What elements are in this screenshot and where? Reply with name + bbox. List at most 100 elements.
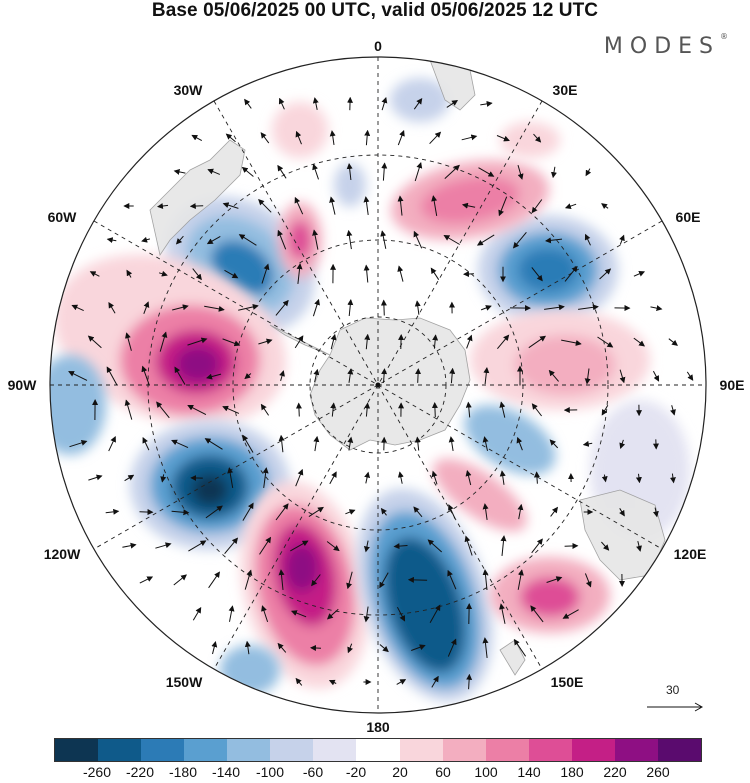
wind-arrow xyxy=(206,373,222,380)
wind-arrow xyxy=(295,677,303,686)
blob-right-mid-low xyxy=(464,405,556,475)
wind-arrow xyxy=(546,576,563,583)
wind-arrow xyxy=(242,434,254,453)
wind-arrow xyxy=(87,335,102,349)
wind-arrow xyxy=(533,471,540,484)
wind-arrow xyxy=(414,436,421,451)
wind-arrow xyxy=(363,606,370,623)
wind-arrow xyxy=(380,230,387,249)
colorbar-segment xyxy=(528,739,572,761)
wind-arrow xyxy=(550,506,559,517)
wind-arrow xyxy=(544,304,565,311)
wind-arrow xyxy=(241,166,254,177)
wind-arrow xyxy=(413,506,423,518)
modes-logo: MODES® xyxy=(604,31,728,59)
colorbar-tick: 20 xyxy=(392,764,408,780)
wind-arrow xyxy=(205,505,223,519)
wind-arrow xyxy=(275,503,289,521)
wind-arrow xyxy=(670,405,676,416)
wind-arrow xyxy=(449,367,456,384)
page-title: Base 05/06/2025 00 UTC, valid 05/06/2025… xyxy=(151,0,599,21)
wind-arrow xyxy=(413,97,423,110)
wind-arrow xyxy=(278,97,285,110)
wind-arrow xyxy=(597,336,614,348)
wind-arrow xyxy=(275,299,289,316)
wind-arrow xyxy=(619,369,626,384)
wind-arrow xyxy=(513,638,527,657)
wind-arrow xyxy=(619,439,626,450)
wind-arrow xyxy=(244,372,252,380)
wind-arrow xyxy=(208,571,220,589)
new-zealand xyxy=(499,639,526,676)
wind-arrow xyxy=(224,537,239,555)
wind-arrow xyxy=(466,673,473,690)
wind-arrow xyxy=(478,167,495,177)
wind-arrow xyxy=(122,542,137,549)
wind-arrow xyxy=(396,679,407,685)
wind-arrow xyxy=(393,543,408,550)
colorbar-segment xyxy=(399,739,443,761)
wind-arrow xyxy=(461,134,478,141)
wind-arrow xyxy=(499,401,506,418)
blob-south-indian-streak xyxy=(433,458,527,532)
colorbar-segment xyxy=(485,739,529,761)
wind-arrow xyxy=(562,609,579,619)
wind-arrow xyxy=(222,405,240,414)
wind-arrow xyxy=(669,473,676,484)
wind-arrow xyxy=(498,196,508,217)
wind-arrow xyxy=(381,96,388,111)
wind-arrow xyxy=(175,235,184,245)
wind-arrow xyxy=(261,605,269,623)
wind-arrow xyxy=(584,573,592,588)
wind-arrow xyxy=(124,399,133,420)
lon-label-0: 0 xyxy=(374,38,382,54)
land-masses xyxy=(149,57,666,676)
wind-arrow xyxy=(528,335,547,349)
wind-arrow xyxy=(379,644,389,653)
wind-arrow xyxy=(261,263,270,284)
wind-arrow xyxy=(430,267,440,280)
polar-map xyxy=(49,56,707,714)
colorbar-tick: -140 xyxy=(211,764,241,780)
wind-arrow xyxy=(599,268,612,280)
wind-arrow xyxy=(141,236,151,243)
colorbar-tick: -180 xyxy=(168,764,198,780)
wind-arrow xyxy=(414,300,421,315)
colorbar-tick: 140 xyxy=(517,764,541,780)
wind-arrow xyxy=(499,603,506,624)
wind-arrow xyxy=(397,129,405,146)
wind-arrow xyxy=(448,436,455,451)
colorbar-segment xyxy=(442,739,486,761)
wind-arrow xyxy=(363,540,370,553)
wind-arrow xyxy=(156,401,170,419)
colorbar-tick: 180 xyxy=(560,764,584,780)
wind-arrow xyxy=(363,196,370,215)
wind-arrow xyxy=(601,203,609,210)
wind-arrow xyxy=(584,233,591,246)
wind-arrow xyxy=(345,509,356,515)
wind-arrow xyxy=(561,339,582,346)
wind-arrow xyxy=(228,605,235,622)
wind-arrow xyxy=(159,331,168,352)
wind-arrow xyxy=(346,229,353,250)
wind-arrow xyxy=(464,535,473,556)
wind-arrow xyxy=(530,605,544,623)
wind-arrow xyxy=(294,335,304,349)
registered-mark: ® xyxy=(720,31,728,41)
wind-arrow xyxy=(277,642,287,653)
wind-arrow xyxy=(533,133,542,143)
wind-arrow xyxy=(483,367,490,385)
wind-arrow xyxy=(294,196,304,215)
wind-arrow xyxy=(347,299,354,317)
wind-arrow xyxy=(411,644,426,651)
wind-arrow xyxy=(295,468,304,487)
blob-weddell-high xyxy=(278,202,322,278)
wind-arrow xyxy=(531,267,543,282)
wind-arrow xyxy=(500,535,507,556)
wind-arrow xyxy=(633,271,646,277)
wind-arrow xyxy=(652,370,660,382)
wind-arrow xyxy=(312,298,320,317)
wind-arrow xyxy=(126,269,133,278)
wind-arrow xyxy=(413,230,423,249)
blob-south-africa-high xyxy=(390,160,550,240)
